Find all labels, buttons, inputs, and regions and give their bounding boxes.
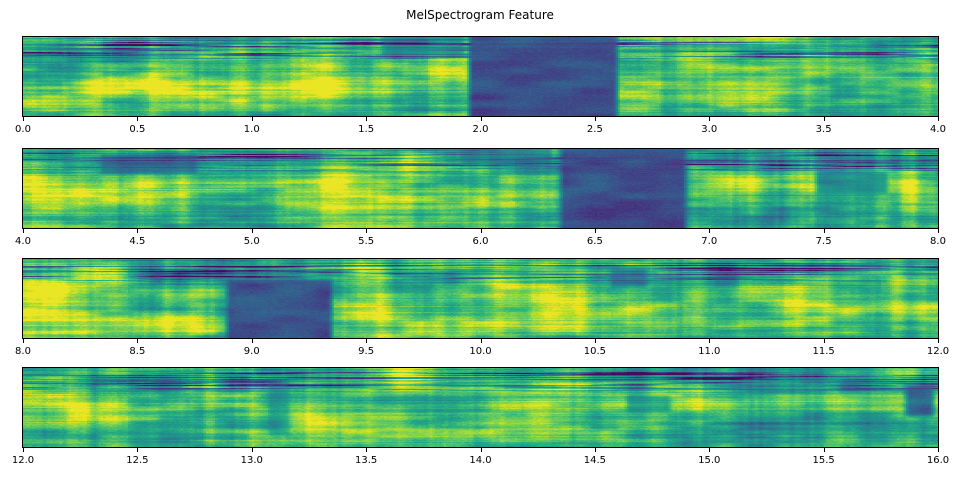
x-tick-label: 8.0: [15, 346, 31, 357]
x-tick: [480, 448, 482, 452]
x-tick-label: 7.5: [815, 236, 832, 247]
x-tick: [938, 117, 939, 121]
mel-strip: [22, 367, 939, 448]
x-tick-label: 13.0: [240, 455, 263, 466]
x-tick-label: 2.0: [472, 124, 489, 135]
x-tick: [480, 339, 482, 343]
spectrogram-image: [23, 368, 938, 447]
x-tick-label: 3.5: [815, 124, 832, 135]
x-tick-label: 16.0: [926, 455, 950, 466]
x-tick: [137, 229, 139, 233]
x-tick: [823, 229, 825, 233]
x-tick-label: 9.0: [243, 346, 260, 357]
x-tick: [137, 339, 139, 343]
x-tick: [137, 117, 139, 121]
x-tick: [251, 339, 253, 343]
x-tick-label: 14.0: [469, 455, 492, 466]
x-tick: [938, 229, 939, 233]
x-tick-label: 4.0: [15, 236, 31, 247]
x-tick-label: 15.5: [812, 455, 835, 466]
x-tick-label: 4.0: [930, 124, 946, 135]
x-tick-label: 3.0: [701, 124, 718, 135]
x-tick: [709, 448, 711, 452]
x-tick-label: 7.0: [701, 236, 718, 247]
x-tick-label: 6.5: [586, 236, 603, 247]
x-tick-label: 5.5: [358, 236, 375, 247]
x-tick: [938, 339, 939, 343]
mel-strip: [22, 36, 939, 117]
x-tick-label: 2.5: [586, 124, 603, 135]
x-tick-label: 8.0: [930, 236, 946, 247]
x-tick-label: 10.0: [469, 346, 492, 357]
x-tick-label: 5.0: [243, 236, 260, 247]
x-tick-label: 4.5: [129, 236, 146, 247]
x-tick: [366, 117, 368, 121]
x-tick: [366, 448, 368, 452]
x-tick-label: 6.0: [472, 236, 489, 247]
x-tick: [366, 339, 368, 343]
figure-title: MelSpectrogram Feature: [406, 8, 554, 22]
x-tick-label: 15.0: [698, 455, 721, 466]
x-tick: [251, 448, 253, 452]
x-tick: [137, 448, 139, 452]
x-tick-label: 13.5: [354, 455, 378, 466]
spectrogram-image: [23, 259, 938, 338]
x-tick-label: 14.5: [583, 455, 607, 466]
mel-strip: [22, 258, 939, 339]
x-tick-label: 0.0: [15, 124, 31, 135]
x-tick-label: 1.0: [243, 124, 260, 135]
x-tick-label: 0.5: [129, 124, 146, 135]
x-tick: [251, 229, 253, 233]
x-tick-label: 11.0: [698, 346, 721, 357]
x-tick: [594, 339, 596, 343]
x-tick: [594, 229, 596, 233]
x-tick-label: 12.0: [11, 455, 35, 466]
x-tick: [23, 448, 24, 452]
x-tick: [480, 117, 482, 121]
x-tick-label: 8.5: [129, 346, 146, 357]
mel-strip: [22, 148, 939, 229]
spectrogram-image: [23, 37, 938, 116]
x-tick-label: 12.0: [926, 346, 950, 357]
x-tick: [251, 117, 253, 121]
spectrogram-image: [23, 149, 938, 228]
x-tick-label: 9.5: [358, 346, 375, 357]
x-tick: [366, 229, 368, 233]
x-tick: [594, 448, 596, 452]
x-tick: [23, 117, 24, 121]
x-tick: [480, 229, 482, 233]
x-tick: [709, 229, 711, 233]
x-tick: [823, 448, 825, 452]
x-tick: [938, 448, 939, 452]
x-tick: [23, 339, 24, 343]
x-tick: [823, 339, 825, 343]
x-tick: [709, 339, 711, 343]
x-tick: [594, 117, 596, 121]
x-tick: [23, 229, 24, 233]
x-tick: [709, 117, 711, 121]
x-tick-label: 11.5: [812, 346, 835, 357]
x-tick-label: 10.5: [583, 346, 607, 357]
x-tick-label: 12.5: [126, 455, 149, 466]
x-tick-label: 1.5: [358, 124, 375, 135]
x-tick: [823, 117, 825, 121]
